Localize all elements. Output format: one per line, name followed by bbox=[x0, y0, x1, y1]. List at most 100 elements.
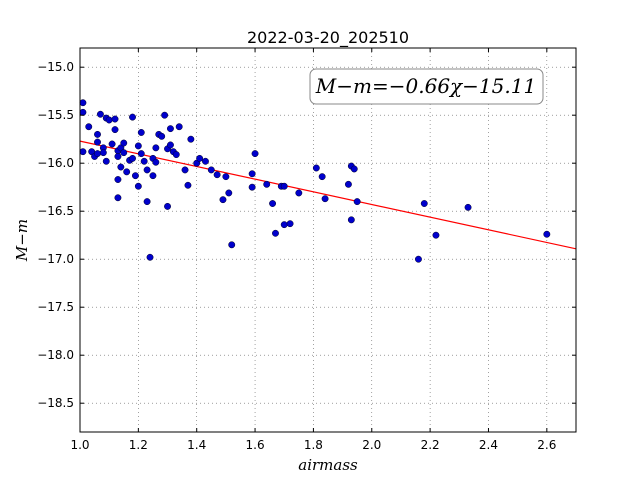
data-point bbox=[213, 171, 221, 179]
data-point bbox=[263, 180, 271, 188]
data-point bbox=[225, 189, 233, 197]
data-point bbox=[120, 149, 128, 157]
data-point bbox=[114, 194, 122, 202]
data-point bbox=[129, 154, 136, 162]
y-tick-label: −15.0 bbox=[37, 60, 74, 74]
data-point bbox=[152, 158, 160, 166]
data-point bbox=[248, 170, 256, 178]
data-point bbox=[207, 166, 215, 174]
data-point bbox=[131, 172, 139, 180]
data-point bbox=[464, 203, 472, 211]
data-point bbox=[114, 176, 122, 183]
data-point bbox=[318, 173, 326, 181]
x-tick-label: 2.0 bbox=[362, 438, 381, 452]
y-tick-label: −17.0 bbox=[37, 252, 74, 266]
data-point bbox=[280, 182, 288, 190]
y-tick-label: −16.5 bbox=[37, 204, 74, 218]
data-point bbox=[350, 165, 358, 173]
equation-text: M−m=−0.66χ−15.11 bbox=[315, 74, 536, 98]
data-point bbox=[432, 231, 440, 239]
data-point bbox=[96, 110, 104, 118]
data-point bbox=[114, 153, 122, 160]
y-axis-label: M−m bbox=[13, 219, 31, 262]
data-point bbox=[129, 113, 136, 121]
data-point bbox=[202, 157, 209, 165]
data-point bbox=[175, 123, 183, 131]
data-point bbox=[172, 151, 180, 159]
data-point bbox=[272, 229, 279, 237]
data-point bbox=[280, 221, 288, 229]
data-point bbox=[248, 183, 256, 191]
data-point bbox=[140, 157, 148, 165]
data-point bbox=[152, 144, 160, 152]
data-point bbox=[222, 173, 230, 181]
data-point bbox=[79, 99, 87, 107]
data-point bbox=[196, 154, 204, 162]
data-point bbox=[102, 157, 110, 165]
y-tick-label: −18.5 bbox=[37, 396, 74, 410]
x-axis-label: airmass bbox=[298, 456, 358, 474]
data-point bbox=[137, 150, 145, 158]
data-point bbox=[94, 130, 101, 138]
data-point bbox=[414, 255, 422, 263]
data-point bbox=[94, 138, 101, 146]
data-point bbox=[353, 198, 361, 206]
data-point bbox=[312, 164, 320, 172]
x-tick-label: 2.2 bbox=[421, 438, 440, 452]
data-point bbox=[166, 125, 174, 133]
x-tick-label: 1.8 bbox=[304, 438, 323, 452]
y-tick-label: −15.5 bbox=[37, 108, 74, 122]
data-point bbox=[134, 182, 142, 190]
x-tick-label: 1.0 bbox=[70, 438, 89, 452]
data-point bbox=[158, 132, 166, 140]
equation-box-frame bbox=[309, 68, 544, 105]
data-point bbox=[111, 126, 119, 134]
data-point bbox=[134, 142, 142, 150]
fit-line bbox=[79, 140, 577, 250]
data-point bbox=[111, 115, 119, 123]
data-point bbox=[94, 150, 101, 158]
grid-lines bbox=[79, 48, 576, 432]
x-axis-ticks: 1.0 1.2 1.4 1.6 1.8 2.0 2.2 2.4 2.6 bbox=[70, 48, 556, 452]
x-tick-label: 1.2 bbox=[129, 438, 148, 452]
x-tick-label: 1.4 bbox=[187, 438, 206, 452]
data-point bbox=[123, 168, 131, 176]
data-point bbox=[105, 116, 113, 124]
data-point bbox=[181, 166, 189, 174]
x-tick-label: 2.4 bbox=[479, 438, 498, 452]
data-point bbox=[269, 200, 277, 207]
x-tick-label: 2.6 bbox=[537, 438, 556, 452]
data-point bbox=[79, 108, 87, 116]
data-point bbox=[321, 195, 329, 203]
data-point bbox=[149, 172, 157, 180]
data-point bbox=[161, 111, 169, 119]
data-point bbox=[347, 216, 355, 224]
fit-line-group bbox=[79, 140, 577, 250]
data-point bbox=[79, 148, 87, 156]
data-point bbox=[166, 141, 174, 149]
equation-box: M−m=−0.66χ−15.11 bbox=[309, 68, 544, 105]
data-point bbox=[286, 220, 294, 228]
data-point bbox=[137, 129, 145, 136]
y-tick-label: −16.0 bbox=[37, 156, 74, 170]
y-tick-label: −18.0 bbox=[37, 348, 74, 362]
data-point bbox=[85, 123, 93, 131]
data-point bbox=[143, 198, 151, 206]
data-point bbox=[219, 196, 227, 204]
y-tick-label: −17.5 bbox=[37, 300, 74, 314]
data-point bbox=[99, 149, 107, 157]
data-point bbox=[108, 140, 116, 148]
plot-frame bbox=[79, 47, 577, 433]
data-point bbox=[295, 189, 303, 197]
data-point bbox=[187, 135, 195, 143]
data-point bbox=[543, 230, 551, 238]
data-point bbox=[344, 180, 352, 188]
data-point bbox=[420, 200, 428, 207]
data-point bbox=[146, 253, 154, 261]
data-point bbox=[117, 163, 125, 171]
data-point bbox=[143, 166, 151, 174]
data-point bbox=[120, 139, 128, 147]
y-axis-ticks: −15.0 −15.5 −16.0 −16.5 −17.0 −17.5 −18.0 −18.5 bbox=[37, 60, 576, 410]
data-point bbox=[164, 202, 171, 210]
